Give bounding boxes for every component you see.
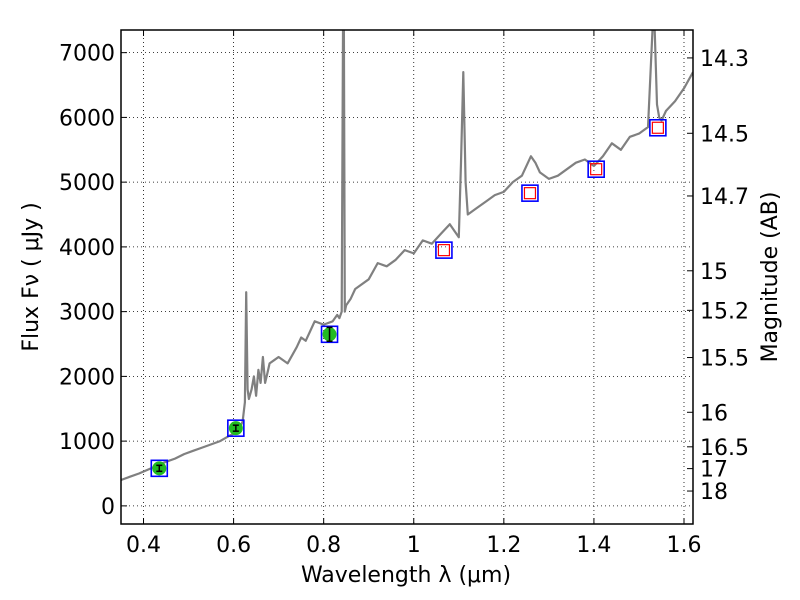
nir-observed-marker <box>590 163 603 176</box>
mag-tick-label: 15.2 <box>700 299 749 324</box>
x-tick-label: 1.6 <box>666 533 701 558</box>
y-tick-label: 2000 <box>59 365 115 390</box>
grid <box>121 30 693 524</box>
y-tick-label: 4000 <box>59 236 115 261</box>
photometry-markers <box>150 118 667 478</box>
x-tick-label: 1.4 <box>576 533 611 558</box>
mag-tick-label: 15 <box>700 260 728 285</box>
mag-tick-label: 14.7 <box>700 185 749 210</box>
nir-observed-marker <box>651 121 664 134</box>
mag-tick-label: 14.3 <box>700 47 749 72</box>
x-tick-label: 0.4 <box>126 533 161 558</box>
plot-frame <box>120 29 694 525</box>
mag-tick-label: 17 <box>700 458 728 483</box>
y-tick-label: 1000 <box>59 430 115 455</box>
spectrum-line <box>121 30 693 482</box>
mag-tick-label: 16.5 <box>700 436 749 461</box>
model-photometry-marker <box>435 241 453 259</box>
y-tick-label: 5000 <box>59 171 115 196</box>
x-tick-label: 0.8 <box>306 533 341 558</box>
spectrum-series <box>121 30 693 482</box>
x-tick-label: 0.6 <box>216 533 251 558</box>
y-tick-label: 3000 <box>59 301 115 326</box>
mag-tick-label: 15.5 <box>700 347 749 372</box>
x-axis-label: Wavelength λ (μm) <box>301 563 511 588</box>
nir-observed-marker <box>523 187 537 200</box>
model-photometry-marker <box>227 419 245 437</box>
y2-axis-label: Magnitude (AB) <box>758 192 783 363</box>
model-photometry-marker <box>320 325 339 344</box>
x-tick-label: 1.2 <box>486 533 521 558</box>
mag-tick-label: 14.5 <box>700 122 749 147</box>
model-photometry-marker <box>521 184 539 202</box>
y-tick-label: 6000 <box>59 106 115 131</box>
model-photometry-marker <box>587 160 605 179</box>
mag-tick-label: 18 <box>700 480 728 505</box>
y-axis-label: Flux Fν ( μJy ) <box>19 202 44 351</box>
y-tick-label: 7000 <box>59 42 115 67</box>
model-photometry-marker <box>150 459 169 478</box>
axis-ticks: 0.4 0.6 0.8 1 1.2 1.4 1.6 0 1000 2000 3000 4000 5000… <box>59 30 749 558</box>
x-tick-label: 1 <box>407 533 421 558</box>
mag-tick-label: 16 <box>700 401 728 426</box>
model-photometry-marker <box>649 118 667 137</box>
y-tick-label: 0 <box>101 495 115 520</box>
nir-observed-marker <box>437 244 451 257</box>
